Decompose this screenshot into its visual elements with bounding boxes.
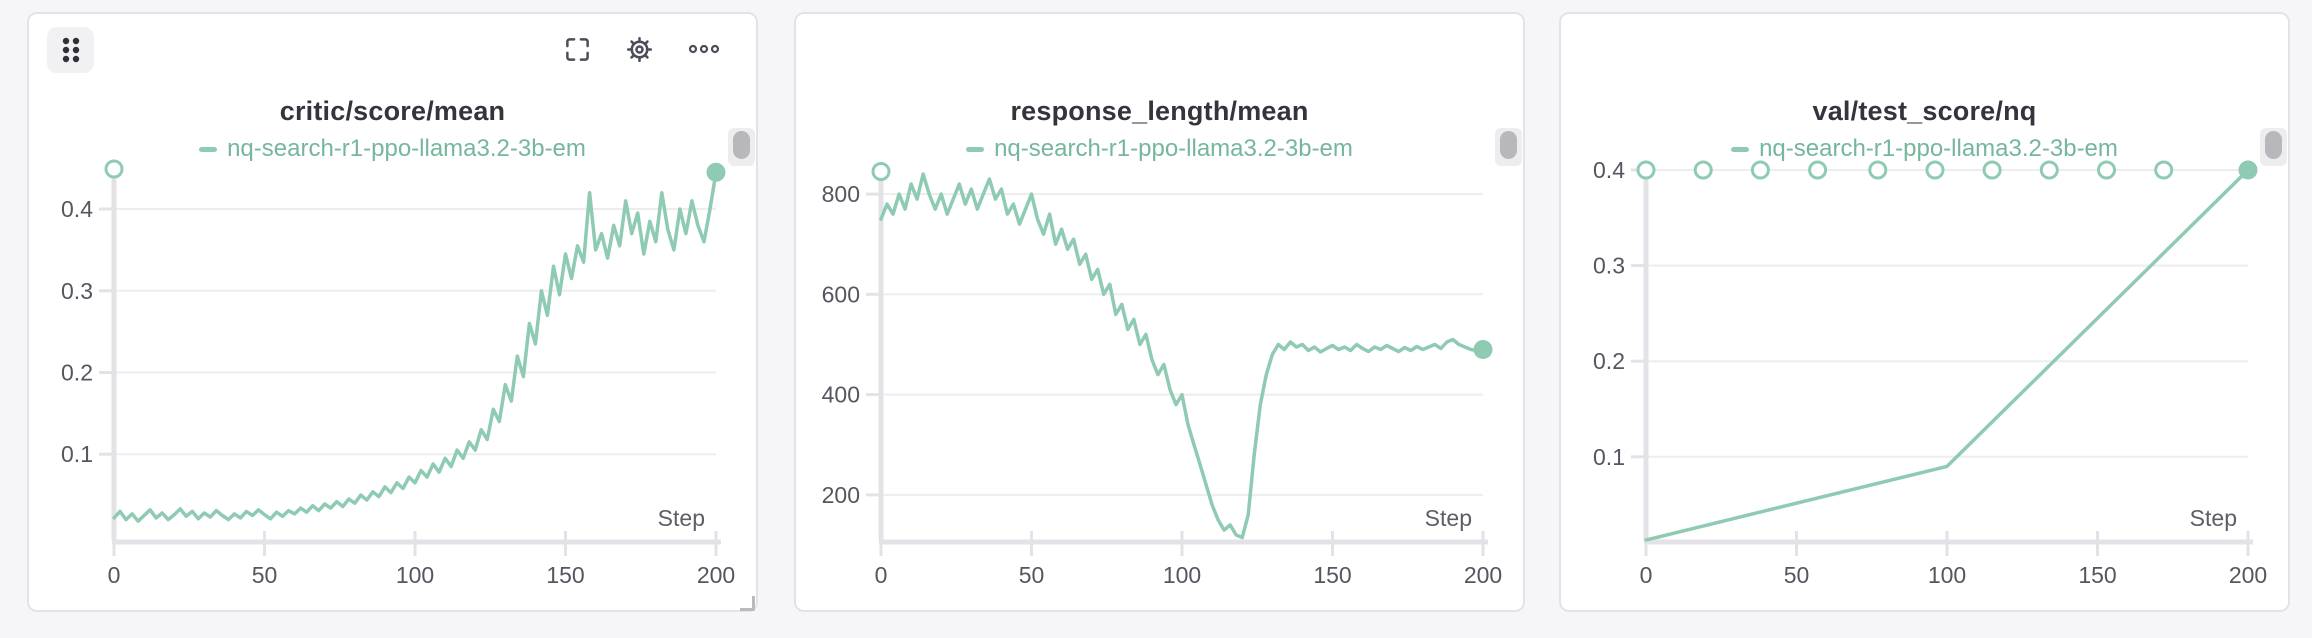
- legend-run-label: nq-search-r1-ppo-llama3.2-3b-em: [994, 135, 1353, 162]
- drag-handle-icon[interactable]: [47, 27, 94, 73]
- legend[interactable]: nq-search-r1-ppo-llama3.2-3b-em: [796, 134, 1523, 164]
- svg-text:150: 150: [1313, 562, 1351, 588]
- svg-text:Step: Step: [2190, 505, 2237, 531]
- legend[interactable]: nq-search-r1-ppo-llama3.2-3b-em: [1561, 134, 2288, 164]
- svg-text:100: 100: [396, 562, 434, 588]
- legend-swatch: [966, 146, 985, 152]
- panel-val-test-score-nq: val/test_score/nq nq-search-r1-ppo-llama…: [1559, 12, 2290, 612]
- legend-run-label: nq-search-r1-ppo-llama3.2-3b-em: [1759, 135, 2118, 162]
- legend-run-label: nq-search-r1-ppo-llama3.2-3b-em: [227, 135, 586, 162]
- svg-text:50: 50: [252, 562, 278, 588]
- line-chart-response-length-mean[interactable]: 200 400 600 800 0 50 100 150 200 Step: [796, 14, 1527, 610]
- svg-text:Step: Step: [1425, 505, 1472, 531]
- svg-text:0.4: 0.4: [61, 196, 93, 222]
- panel-response-length-mean: response_length/mean nq-search-r1-ppo-ll…: [794, 12, 1525, 612]
- fullscreen-icon[interactable]: [559, 31, 595, 67]
- svg-text:0.1: 0.1: [1593, 444, 1625, 470]
- svg-text:0.3: 0.3: [1593, 253, 1625, 279]
- svg-text:100: 100: [1163, 562, 1201, 588]
- svg-text:0.1: 0.1: [61, 441, 93, 467]
- legend-scrollbar-thumb[interactable]: [1500, 131, 1517, 159]
- svg-text:0.2: 0.2: [1593, 348, 1625, 374]
- svg-text:150: 150: [2078, 562, 2116, 588]
- more-options-icon[interactable]: [686, 31, 722, 67]
- legend-swatch: [199, 146, 218, 152]
- chart-title: val/test_score/nq: [1812, 96, 2037, 126]
- legend-scrollbar[interactable]: [728, 128, 755, 166]
- svg-text:0.2: 0.2: [61, 360, 93, 386]
- svg-text:200: 200: [1464, 562, 1502, 588]
- panel-critic-score-mean: critic/score/mean nq-search-r1-ppo-llama…: [27, 12, 758, 612]
- svg-text:50: 50: [1784, 562, 1810, 588]
- chart-title: critic/score/mean: [279, 96, 506, 126]
- svg-text:200: 200: [2229, 562, 2267, 588]
- legend-scrollbar-thumb[interactable]: [2265, 131, 2282, 159]
- legend-scrollbar[interactable]: [2260, 128, 2287, 166]
- resize-handle-icon[interactable]: [740, 596, 755, 611]
- svg-text:0: 0: [108, 562, 121, 588]
- svg-text:0.3: 0.3: [61, 278, 93, 304]
- line-chart-critic-score-mean[interactable]: 0.1 0.2 0.3 0.4 0 50 100 150 200 Step: [29, 14, 760, 610]
- legend[interactable]: nq-search-r1-ppo-llama3.2-3b-em: [29, 134, 756, 164]
- svg-text:200: 200: [822, 482, 860, 508]
- svg-text:800: 800: [822, 181, 860, 207]
- gear-icon[interactable]: [621, 31, 657, 67]
- legend-scrollbar-thumb[interactable]: [733, 131, 750, 159]
- legend-scrollbar[interactable]: [1495, 128, 1522, 166]
- svg-text:50: 50: [1019, 562, 1045, 588]
- svg-text:0: 0: [1640, 562, 1653, 588]
- chart-title: response_length/mean: [1010, 96, 1309, 126]
- svg-text:200: 200: [697, 562, 735, 588]
- svg-text:Step: Step: [658, 505, 705, 531]
- svg-text:400: 400: [822, 382, 860, 408]
- svg-text:100: 100: [1928, 562, 1966, 588]
- svg-text:150: 150: [546, 562, 584, 588]
- svg-text:0.4: 0.4: [1593, 157, 1625, 183]
- legend-swatch: [1731, 146, 1750, 152]
- svg-text:0: 0: [875, 562, 888, 588]
- line-chart-val-test-score-nq[interactable]: 0.1 0.2 0.3 0.4 0 50 100 150 200 Step: [1561, 14, 2292, 610]
- svg-text:600: 600: [822, 281, 860, 307]
